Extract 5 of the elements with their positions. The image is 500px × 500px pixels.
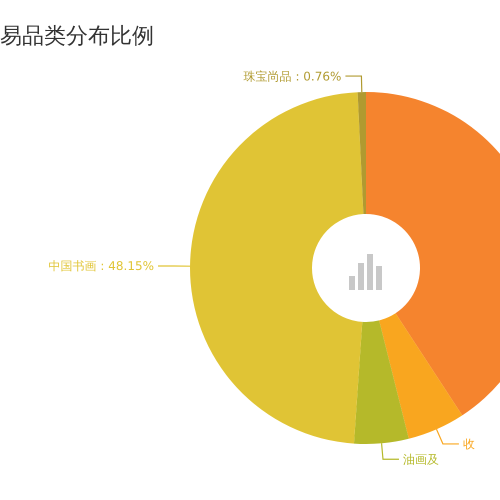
slice-label: 油画及 [402,452,439,466]
slice-label: 中国书画 : 48.15% [48,259,154,274]
chart-title: 易品类分布比例 [0,24,154,49]
slice-label: 珠宝尚品 : 0.76% [244,69,342,84]
slice-label: 收 [462,437,475,452]
